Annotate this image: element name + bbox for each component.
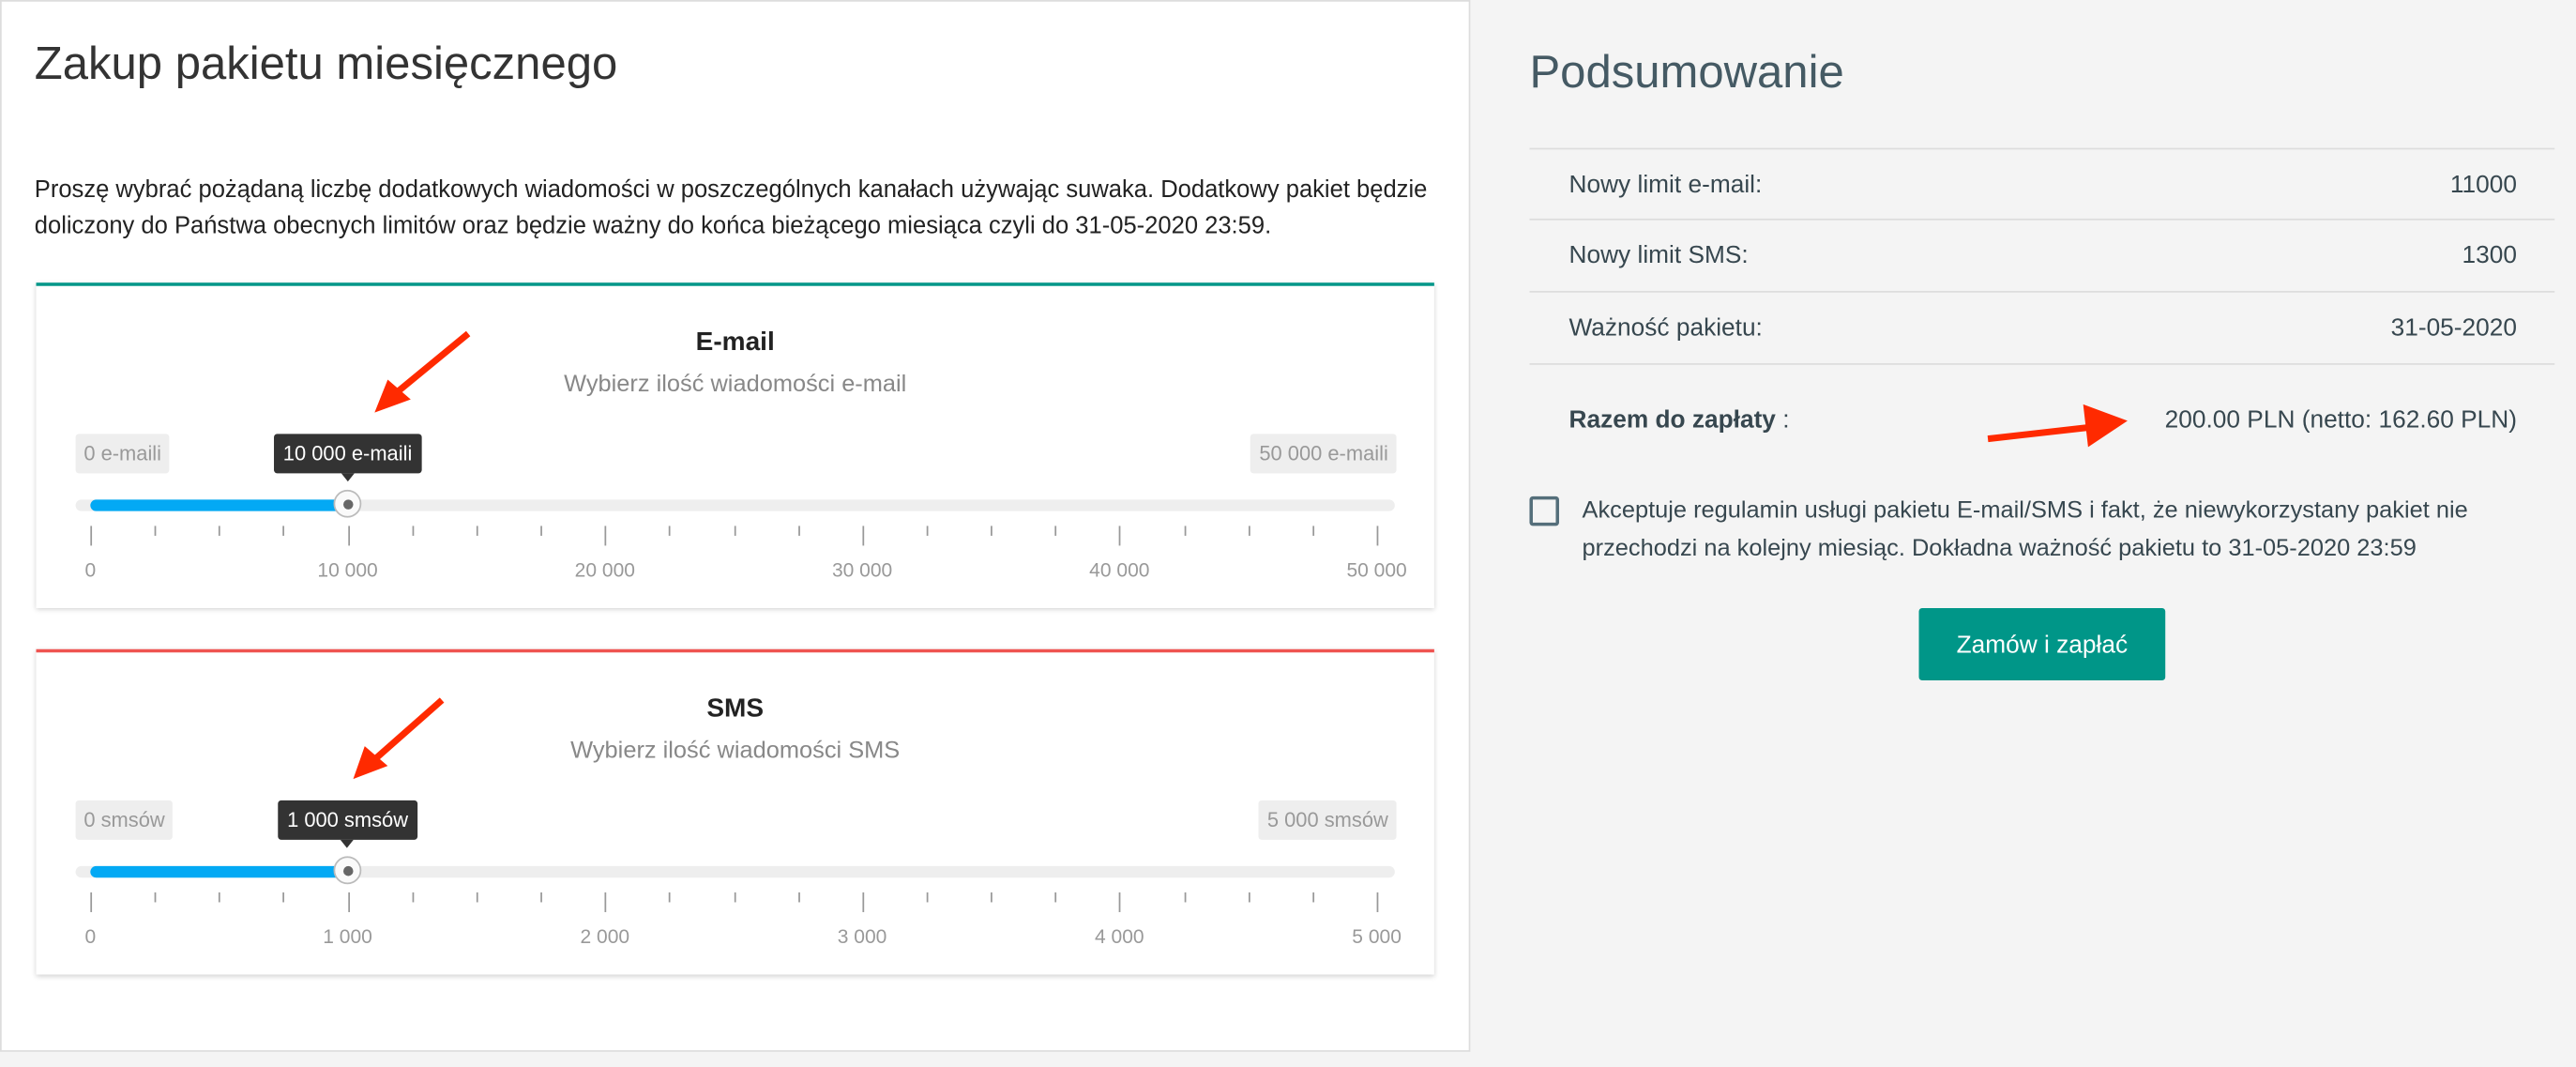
- value-tooltip: 10 000 e-maili: [273, 434, 422, 482]
- row-value: 11000: [2449, 171, 2517, 199]
- summary-row-validity: Ważność pakietu: 31-05-2020: [1529, 290, 2555, 365]
- slider-tick: [1054, 892, 1057, 903]
- slider-tick: [604, 892, 607, 912]
- max-label: 50 000 e-maili: [1250, 434, 1397, 474]
- slider-tick: [219, 892, 221, 903]
- slider-tick: [1376, 526, 1379, 546]
- slider-tick: [154, 892, 157, 903]
- slider-tick: [1119, 526, 1122, 546]
- slider-tick: [476, 892, 478, 903]
- slider-tick: [926, 526, 929, 536]
- slider-tick: [1248, 526, 1250, 536]
- slider-tick: [90, 892, 93, 912]
- value-tooltip: 1 000 smsów: [277, 800, 418, 848]
- slider-tick: [797, 526, 800, 536]
- slider-fill: [90, 499, 348, 511]
- min-label: 0 e-maili: [75, 434, 170, 474]
- slider-tick: [154, 526, 157, 536]
- tick-label: 0: [84, 924, 97, 949]
- intro-text: Proszę wybrać pożądaną liczbę dodatkowyc…: [34, 177, 1428, 240]
- row-label: Nowy limit SMS:: [1568, 241, 1749, 270]
- row-value: 1300: [2462, 241, 2517, 270]
- tick-label: 1 000: [323, 924, 372, 949]
- slider-track[interactable]: [75, 489, 1395, 518]
- tick-label: 4 000: [1095, 924, 1144, 949]
- summary-title: Podsumowanie: [1529, 46, 1844, 98]
- tick-label: 50 000: [1346, 558, 1407, 582]
- slider-tick: [1183, 892, 1186, 903]
- slider-tick: [282, 526, 285, 536]
- slider-tick: [412, 892, 414, 903]
- slider-tick: [412, 526, 414, 536]
- slider-tick: [90, 526, 93, 546]
- arrow-icon: [1987, 404, 2128, 448]
- arrow-icon: [374, 330, 471, 413]
- sms-slider-card: SMS Wybierz ilość wiadomości SMS 0 smsów…: [36, 648, 1434, 975]
- email-slider-card: E-mail Wybierz ilość wiadomości e-mail 0…: [36, 282, 1434, 608]
- card-subtitle: Wybierz ilość wiadomości e-mail: [564, 371, 907, 398]
- max-label: 5 000 smsów: [1259, 800, 1397, 840]
- slider-tick: [797, 892, 800, 903]
- terms-checkbox[interactable]: [1529, 495, 1559, 526]
- tick-label: 2 000: [580, 924, 630, 949]
- slider-tick: [669, 526, 672, 536]
- slider-tick: [604, 526, 607, 546]
- total-value: 200.00 PLN (netto: 162.60 PLN): [2164, 405, 2517, 434]
- card-title: E-mail: [695, 328, 775, 358]
- slider-tick: [347, 526, 350, 546]
- slider-track[interactable]: [75, 856, 1395, 885]
- slider-tick: [1054, 526, 1057, 536]
- tick-label: 20 000: [574, 558, 635, 582]
- slider-tick: [347, 892, 350, 912]
- slider-tick: [733, 526, 735, 536]
- tick-label: 10 000: [317, 558, 378, 582]
- summary-row-email: Nowy limit e-mail: 11000: [1529, 147, 2555, 221]
- slider-handle[interactable]: [332, 489, 361, 518]
- slider-ticks: 0 1 000 2 000 3 000 4 000 5 000: [84, 892, 1402, 958]
- slider-fill: [90, 865, 348, 878]
- row-value: 31-05-2020: [2390, 313, 2517, 343]
- total-separator: :: [1775, 405, 1790, 434]
- total-label: Razem do zapłaty :: [1568, 406, 1789, 434]
- card-subtitle: Wybierz ilość wiadomości SMS: [570, 738, 901, 765]
- tick-label: 0: [84, 558, 97, 582]
- terms-text: Akceptuje regulamin usługi pakietu E-mai…: [1582, 497, 2468, 562]
- purchase-panel: Zakup pakietu miesięcznego Proszę wybrać…: [0, 0, 1471, 1052]
- tick-label: 40 000: [1089, 558, 1150, 582]
- slider-tick: [476, 526, 478, 536]
- tick-label: 5 000: [1352, 924, 1402, 949]
- slider-tick: [991, 892, 993, 903]
- slider-handle[interactable]: [332, 856, 361, 885]
- slider-tick: [1119, 892, 1122, 912]
- slider-tick: [991, 526, 993, 536]
- tick-label: 3 000: [837, 924, 887, 949]
- slider-tick: [282, 892, 285, 903]
- slider-tick: [1312, 892, 1314, 903]
- min-label: 0 smsów: [75, 800, 174, 840]
- page-title: Zakup pakietu miesięcznego: [34, 38, 618, 89]
- card-title: SMS: [706, 694, 765, 724]
- order-and-pay-button[interactable]: Zamów i zapłać: [1918, 607, 2166, 681]
- row-label: Nowy limit e-mail:: [1568, 171, 1763, 199]
- slider-tick: [540, 892, 543, 903]
- slider-tick: [1248, 892, 1250, 903]
- total-label-text: Razem do zapłaty: [1568, 405, 1776, 434]
- slider-tick: [540, 526, 543, 536]
- tick-label: 30 000: [831, 558, 893, 582]
- slider-tick: [926, 892, 929, 903]
- slider-tick: [669, 892, 672, 903]
- slider-ticks: 0 10 000 20 000 30 000 40 000 50 000: [84, 526, 1407, 591]
- slider-tick: [219, 526, 221, 536]
- slider-tick: [862, 526, 864, 546]
- arrow-icon: [353, 697, 445, 780]
- slider-tick: [1312, 526, 1314, 536]
- slider-tick: [1183, 526, 1186, 536]
- slider-tick: [1376, 892, 1379, 912]
- slider-tick: [862, 892, 864, 912]
- slider-tick: [733, 892, 735, 903]
- row-label: Ważność pakietu:: [1568, 313, 1763, 343]
- summary-row-sms: Nowy limit SMS: 1300: [1529, 218, 2555, 291]
